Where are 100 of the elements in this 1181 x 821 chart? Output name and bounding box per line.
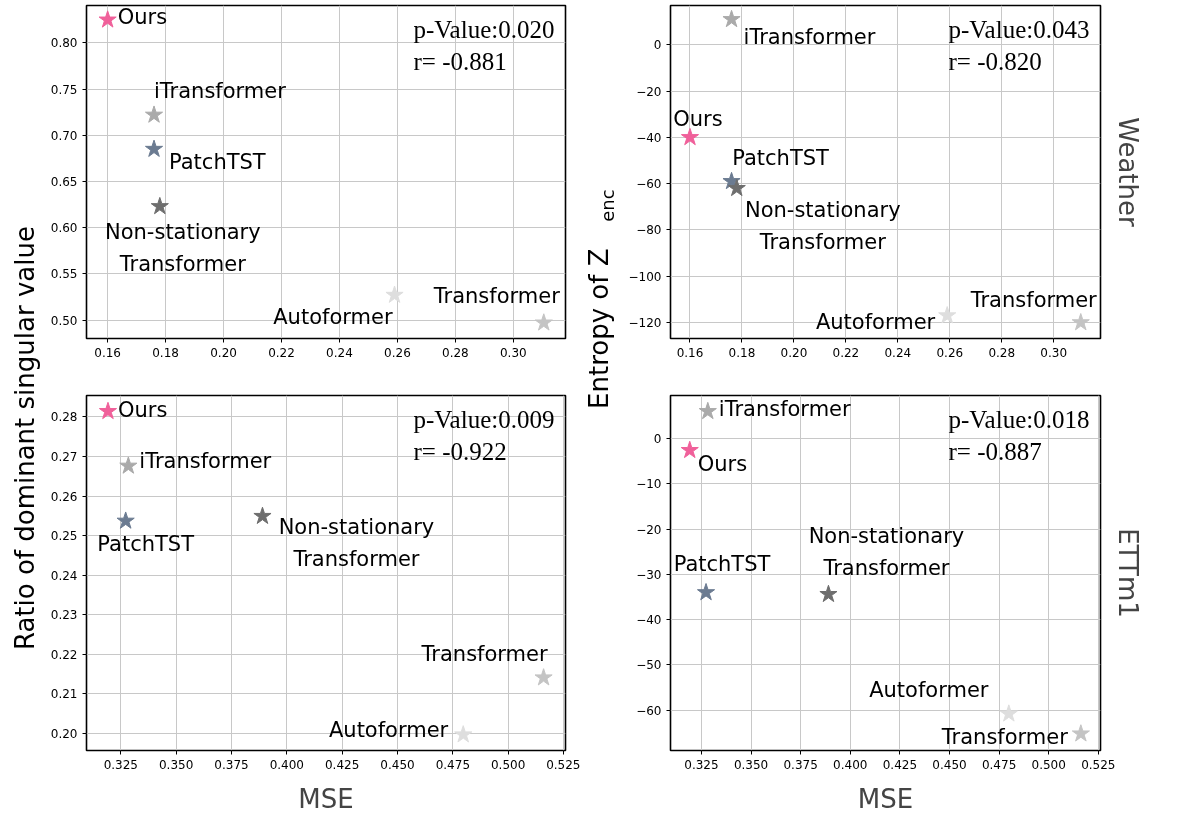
y-tick-label: 0.22 [50,647,78,662]
x-tick-label: 0.26 [936,345,964,360]
point [150,196,169,215]
series-label: Autoformer [328,717,449,742]
y-tick-label: −30 [636,567,662,582]
x-tick-label: 0.22 [832,345,860,360]
y-tick-label: −20 [636,84,662,99]
point [534,668,553,686]
annotation: r= -0.881 [413,47,507,75]
series-label: Transformer [940,724,1069,749]
point [144,139,164,157]
x-axis-title: MSE [298,783,354,814]
y-tick-label: 0.27 [50,449,78,464]
y-tick-label: 0.80 [50,36,78,51]
point [698,401,717,420]
series-label: Transformer [420,641,548,666]
x-tick-label: 0.20 [210,345,237,360]
point [819,584,838,603]
point [680,127,700,146]
x-tick-label: 0.350 [733,757,769,772]
series-label: Non-stationary Transformer [278,515,435,572]
point [696,582,716,601]
x-tick-label: 0.20 [780,345,808,360]
point [454,725,473,743]
y-tick-label: 0 [653,432,662,447]
y-tick-label: −60 [636,703,662,718]
y-tick-label: 0.70 [50,128,78,143]
x-tick-label: 0.450 [932,757,967,772]
y-tick-label: −60 [636,177,662,192]
series-label: Non-stationary Transformer [744,198,901,255]
point [680,440,699,459]
y-tick-label: 0.24 [50,568,78,583]
y-tick-label: −20 [636,522,662,537]
x-tick-label: 0.375 [783,757,818,772]
x-tick-label: 0.16 [676,345,704,360]
series-label: Autoformer [869,677,989,702]
y-tick-label: 0.26 [50,489,78,504]
y-tick-label: −120 [628,316,662,331]
series-label: Autoformer [273,305,393,330]
annotation: r= -0.887 [948,437,1042,465]
series-label: iTransformer [718,397,852,422]
x-tick-label: 0.425 [324,757,360,772]
series-label: Transformer [432,283,561,308]
series-label: Ours [697,452,748,477]
x-tick-label: 0.325 [684,757,719,772]
y-tick-label: 0.50 [50,313,78,328]
annotation: p-Value:0.009 [413,405,555,433]
y-tick-label: 0.21 [50,687,78,702]
x-tick-label: 0.450 [380,757,415,772]
y-tick-label: −40 [636,613,662,628]
y-tick-label: −40 [636,130,662,145]
x-tick-label: 0.500 [1031,757,1066,772]
series-label: Ours [117,398,168,423]
x-tick-label: 0.475 [435,757,471,772]
y-tick-label: 0 [653,38,662,53]
y2-axis-title: ETTm1 [1112,528,1143,618]
x-tick-label: 0.16 [94,345,122,360]
y-axis-title: Ratio of dominant singular value [9,226,40,651]
y-tick-label: −80 [636,223,662,238]
y-tick-label: −50 [636,658,662,673]
x-tick-label: 0.18 [728,345,756,360]
point [1071,724,1090,742]
x-tick-label: 0.475 [981,757,1017,772]
point [727,178,746,197]
x-tick-label: 0.350 [158,757,194,772]
x-tick-label: 0.525 [1081,757,1116,772]
point [534,313,553,331]
annotation: p-Value:0.018 [948,405,1090,433]
annotation: p-Value:0.020 [413,15,555,43]
y-axis-title: Entropy of Zenc [583,189,618,409]
x-tick-label: 0.325 [103,757,138,772]
y-tick-label: 0.65 [50,174,78,189]
point [999,704,1018,722]
point [1071,313,1090,331]
series-label: Autoformer [815,309,936,334]
series-label: Ours [673,107,723,132]
series-label: PatchTST [673,552,771,577]
annotation: r= -0.922 [413,437,507,465]
x-tick-label: 0.22 [268,345,295,360]
x-tick-label: 0.30 [499,345,527,360]
series-label: Ours [117,4,168,29]
x-tick-label: 0.500 [490,757,526,772]
x-tick-label: 0.425 [882,757,918,772]
point [144,105,164,123]
series-label: PatchTST [732,146,830,171]
x-tick-label: 0.30 [1040,345,1068,360]
y-tick-label: 0.75 [50,82,78,97]
x-tick-label: 0.525 [546,757,581,772]
y-tick-label: 0.28 [50,410,78,425]
x-tick-label: 0.400 [833,757,868,772]
annotation: p-Value:0.043 [948,15,1090,43]
series-label: iTransformer [154,78,287,103]
series-label: PatchTST [97,531,195,556]
series-label: Non-stationary Transformer [104,220,261,277]
point [722,9,741,28]
x-tick-label: 0.18 [152,345,179,360]
x-tick-label: 0.26 [384,345,411,360]
x-tick-label: 0.375 [214,757,249,772]
series-label: Non-stationary Transformer [808,524,965,581]
point [253,506,272,524]
